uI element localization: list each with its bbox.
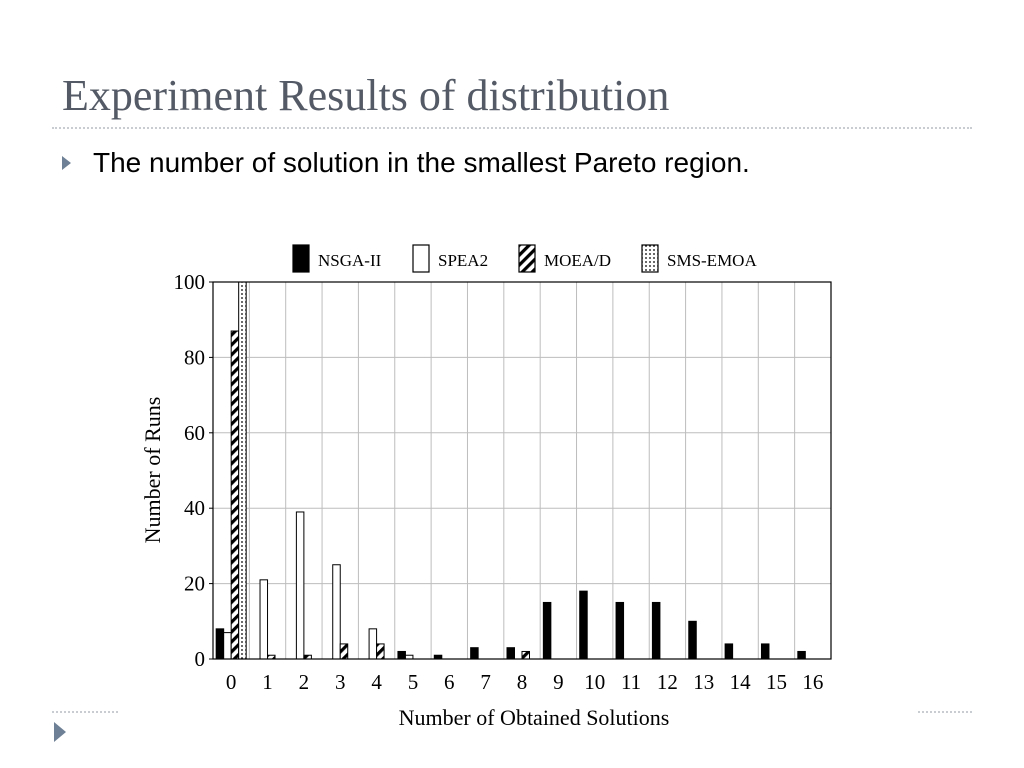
legend-label: SMS-EMOA [667,251,757,270]
legend-label: MOEA/D [544,251,611,270]
bar [238,281,247,660]
x-tick-label: 7 [480,670,491,694]
footer-divider-left [52,711,118,713]
bar [760,643,770,660]
x-tick-label: 14 [730,670,752,694]
x-tick-label: 8 [517,670,528,694]
bar [339,643,349,660]
footer-arrow-icon [54,722,66,742]
x-tick-label: 15 [766,670,787,694]
x-tick-label: 1 [262,670,273,694]
bar [470,647,479,660]
footer-divider-right [918,711,972,713]
legend-label: SPEA2 [438,251,488,270]
y-tick-label: 40 [184,496,205,520]
bar [368,628,378,660]
bar [724,643,734,660]
bar [521,650,530,660]
y-axis-title: Number of Runs [140,397,165,544]
x-tick-label: 5 [408,670,419,694]
legend-swatch [641,244,659,273]
y-tick-label: 20 [184,572,205,596]
bullet-text: The number of solution in the smallest P… [93,147,750,178]
bar [376,643,385,660]
title-divider [52,127,972,129]
slide-title: Experiment Results of distribution [62,71,670,120]
x-tick-label: 3 [335,670,346,694]
x-tick-label: 10 [584,670,605,694]
y-tick-label: 100 [174,270,206,294]
x-tick-label: 16 [802,670,823,694]
y-tick-label: 0 [195,647,206,671]
x-tick-label: 6 [444,670,455,694]
legend-label: NSGA-II [318,251,382,270]
bar [230,330,240,660]
bar [797,650,806,660]
legend-swatch [518,244,536,273]
x-tick-label: 2 [299,670,310,694]
bar [688,620,697,660]
bars [215,281,806,660]
x-tick-label: 4 [371,670,382,694]
y-tick-label: 80 [184,345,205,369]
grid [213,282,831,659]
legend-swatch [412,244,430,273]
bar [579,590,588,660]
y-tick-label: 60 [184,421,205,445]
legend-swatch [292,244,310,273]
bullet-arrow-icon [62,156,71,170]
bar [615,601,625,660]
bar [259,579,269,660]
legend: NSGA-II SPEA2 MOEA/D SMS-EMOA [292,244,757,273]
x-tick-label: 0 [226,670,237,694]
bar [295,511,305,660]
bar [215,628,225,660]
plot-frame [212,281,832,660]
x-axis-title: Number of Obtained Solutions [399,705,670,730]
x-tick-label: 12 [657,670,678,694]
x-tick-label: 9 [553,670,564,694]
x-tick-label: 13 [693,670,714,694]
x-tick-label: 11 [621,670,641,694]
bullet-item: The number of solution in the smallest P… [62,147,750,179]
bar [542,601,552,660]
bar [223,632,232,660]
bar [332,564,341,660]
bar [651,601,661,660]
bar [506,647,515,660]
bar [397,650,406,660]
